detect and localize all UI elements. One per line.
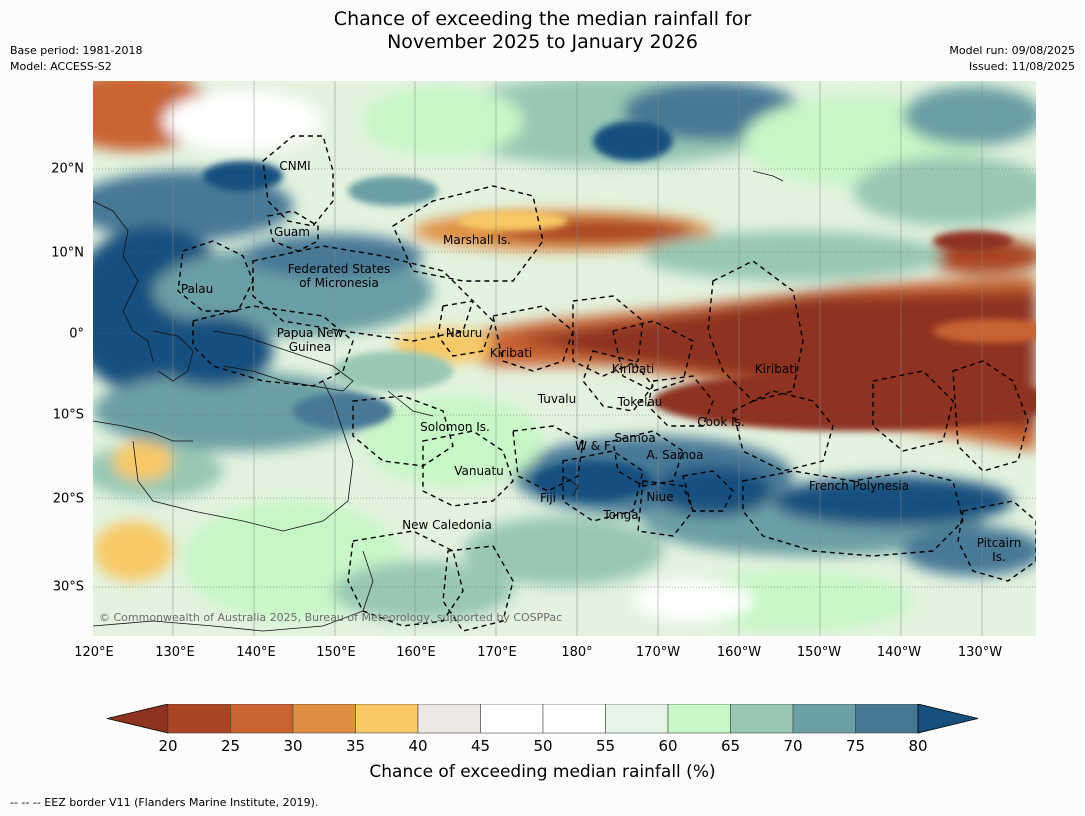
colorbar (107, 704, 979, 734)
region-label: French Polynesia (808, 479, 910, 493)
region-label: Tokelau (617, 395, 663, 409)
lon-label-120e: 120°E (74, 645, 114, 660)
colorbar-bin (730, 704, 794, 734)
colorbar-tick-label: 75 (845, 737, 866, 755)
region-label: Tonga (603, 508, 639, 522)
graticule (93, 168, 1036, 588)
region-label: Vanuatu (454, 464, 504, 478)
colorbar-tick-label: 20 (158, 737, 178, 755)
region-label: Guam (274, 225, 310, 239)
colorbar-tick-label: 35 (345, 737, 366, 755)
colorbar-bin (542, 704, 606, 734)
lat-label-20n: 20°N (51, 161, 84, 177)
colorbar-tick-label: 70 (783, 737, 803, 755)
lon-label-160w: 160°W (716, 645, 762, 660)
region-label: Federated States of Micronesia (287, 262, 391, 290)
copyright-notice: © Commonwealth of Australia 2025, Bureau… (99, 611, 563, 624)
title-line-2: November 2025 to January 2026 (387, 31, 698, 53)
colorbar-arrow-high (917, 704, 979, 734)
colorbar-tick-label: 45 (470, 737, 491, 755)
region-label: Niue (646, 490, 674, 504)
region-label: Samoa (614, 431, 656, 445)
colorbar-bin (355, 704, 419, 734)
colorbar-tick-label: 80 (908, 737, 928, 755)
lon-label-130e: 130°E (155, 645, 195, 660)
lon-label-180: 180° (561, 645, 593, 660)
model-name: Model: ACCESS-S2 (10, 60, 112, 73)
region-label: W & F (575, 439, 611, 453)
region-label: New Caledonia (402, 518, 492, 532)
lat-label-30s: 30°S (52, 579, 84, 595)
coastlines (93, 170, 784, 632)
title-line-1: Chance of exceeding the median rainfall … (333, 8, 752, 30)
run-info: Model run: 09/08/2025 Issued: 11/08/2025 (949, 43, 1075, 75)
colorbar-bin (292, 704, 356, 734)
lon-label-140e: 140°E (236, 645, 276, 660)
region-label: Fiji (539, 491, 557, 505)
issued-date: Issued: 11/08/2025 (968, 60, 1075, 73)
region-label: Solomon Is. (420, 420, 490, 434)
colorbar-arrow-low (107, 704, 169, 734)
region-label: Kiribati (611, 362, 655, 376)
lon-label-130w: 130°W (957, 645, 1003, 660)
colorbar-tick-label: 40 (408, 737, 428, 755)
lon-label-150e: 150°E (316, 645, 356, 660)
map-canvas (93, 81, 1036, 636)
lat-label-20s: 20°S (52, 491, 84, 507)
colorbar-tick-label: 60 (658, 737, 678, 755)
lon-label-140w: 140°W (876, 645, 922, 660)
colorbar-title: Chance of exceeding median rainfall (%) (369, 762, 716, 782)
lon-label-160e: 160°E (396, 645, 436, 660)
colorbar-bin (792, 704, 856, 734)
colorbar-tick-label: 65 (720, 737, 741, 755)
lon-label-170e: 170°E (477, 645, 517, 660)
lat-label-0: 0° (69, 326, 84, 342)
colorbar-bin (855, 704, 919, 734)
chart-title: Chance of exceeding the median rainfall … (0, 8, 1085, 54)
colorbar-bin (667, 704, 731, 734)
colorbar-tick-label: 50 (533, 737, 553, 755)
meridians (172, 81, 983, 636)
colorbar-tick-label: 55 (595, 737, 616, 755)
colorbar-tick-label: 25 (220, 737, 241, 755)
region-label: Marshall Is. (443, 233, 511, 247)
model-info: Base period: 1981-2018 Model: ACCESS-S2 (10, 43, 142, 75)
region-label: Cook Is. (697, 415, 745, 429)
colorbar-bin (230, 704, 294, 734)
region-label: A. Samoa (646, 448, 704, 462)
eez-borders (177, 135, 1036, 632)
lat-label-10s: 10°S (52, 407, 84, 423)
region-label: Kiribati (489, 346, 533, 360)
rainfall-map: CNMI Guam Marshall Is. Federated States of M… (93, 81, 1036, 636)
eez-legend-note: -- -- -- EEZ border V11 (Flanders Marine… (10, 796, 319, 809)
colorbar-bin (167, 704, 231, 734)
region-label: Tuvalu (537, 392, 577, 406)
region-label: Kiribati (754, 362, 798, 376)
region-label: Pitcairn Is. (976, 536, 1022, 564)
colorbar-bin (417, 704, 481, 734)
colorbar-bin (605, 704, 669, 734)
region-label: Papua New Guinea (276, 326, 344, 354)
base-period: Base period: 1981-2018 (10, 44, 143, 57)
colorbar-bin (480, 704, 544, 734)
region-label: Nauru (445, 326, 483, 340)
lon-label-150w: 150°W (796, 645, 842, 660)
model-run: Model run: 09/08/2025 (949, 44, 1075, 57)
probability-field (93, 81, 1036, 631)
region-label: CNMI (279, 159, 311, 173)
lon-label-170w: 170°W (635, 645, 681, 660)
region-label: Palau (180, 282, 214, 296)
colorbar-tick-label: 30 (283, 737, 303, 755)
lat-label-10n: 10°N (51, 245, 84, 261)
